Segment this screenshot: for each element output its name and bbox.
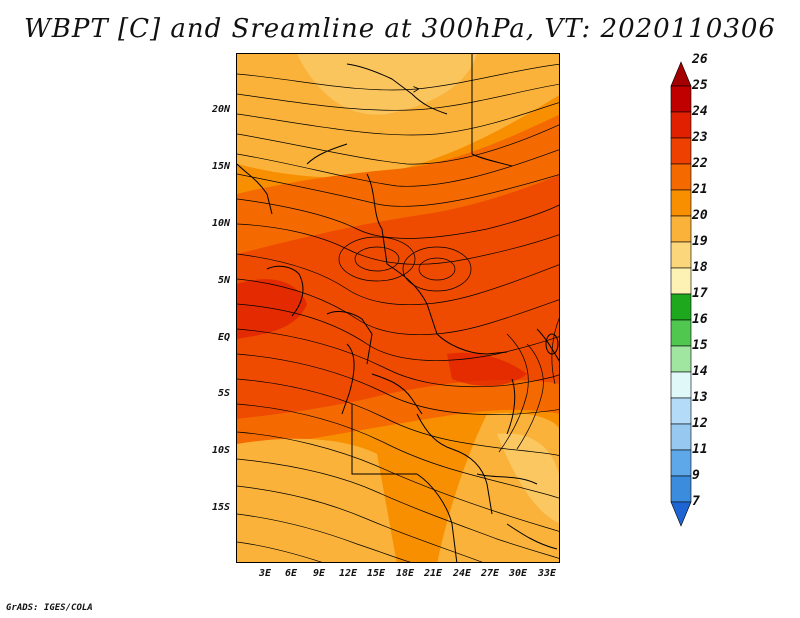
chart-title: WBPT [C] and Sreamline at 300hPa, VT: 20… [24, 14, 776, 44]
colorbar-label: 24 [692, 104, 708, 119]
lat-label: EQ [217, 332, 230, 343]
field-pale-patch [297, 54, 477, 115]
country-borders [237, 54, 559, 562]
colorbar-cell [670, 241, 692, 269]
colorbar-label: 14 [692, 364, 708, 379]
colorbar-label: 21 [692, 182, 708, 197]
colorbar-label: 22 [692, 156, 708, 171]
colorbar-label: 19 [692, 234, 708, 249]
colorbar-cell [670, 137, 692, 165]
colorbar-top-arrow [670, 61, 692, 87]
colorbar [670, 61, 692, 527]
lon-label: 24E [452, 568, 472, 579]
colorbar-label: 13 [692, 390, 708, 405]
colorbar-cell [670, 345, 692, 373]
field-south-west [237, 438, 397, 562]
lon-label: 15E [366, 568, 386, 579]
colorbar-label: 16 [692, 312, 708, 327]
lat-label: 15N [211, 161, 230, 172]
lon-label: 6E [284, 568, 298, 579]
colorbar-cell [670, 163, 692, 191]
map-panel [236, 53, 560, 563]
colorbar-label: 23 [692, 130, 708, 145]
colorbar-cell [670, 449, 692, 477]
lon-label: 12E [338, 568, 358, 579]
lon-label: 30E [508, 568, 528, 579]
colorbar-label: 26 [692, 52, 708, 67]
lon-label: 27E [480, 568, 500, 579]
colorbar-cell [670, 293, 692, 321]
colorbar-cell [670, 423, 692, 451]
colorbar-label: 20 [692, 208, 708, 223]
colorbar-label: 15 [692, 338, 708, 353]
colorbar-cell [670, 215, 692, 243]
colorbar-label: 7 [692, 494, 700, 509]
colorbar-label: 18 [692, 260, 708, 275]
colorbar-cell [670, 371, 692, 399]
lat-label: 5N [217, 275, 230, 286]
lon-label: 9E [312, 568, 326, 579]
colorbar-label: 9 [692, 468, 700, 483]
colorbar-cell [670, 85, 692, 113]
colorbar-cell [670, 189, 692, 217]
lat-label: 10S [211, 445, 230, 456]
colorbar-label: 11 [692, 442, 708, 457]
colorbar-cell [670, 111, 692, 139]
colorbar-cell [670, 267, 692, 295]
field-hotspot-west [237, 279, 307, 339]
colorbar-cell [670, 475, 692, 503]
colorbar-label: 25 [692, 78, 708, 93]
lon-label: 3E [258, 568, 272, 579]
lat-label: 20N [211, 104, 230, 115]
colorbar-cell [670, 319, 692, 347]
lon-label: 33E [537, 568, 557, 579]
lon-label: 21E [423, 568, 443, 579]
lat-label: 10N [211, 218, 230, 229]
field-hotspot-east [447, 352, 527, 386]
lat-label: 5S [217, 388, 230, 399]
footer-credit: GrADS: IGES/COLA [6, 603, 93, 613]
colorbar-bottom-arrow [670, 501, 692, 527]
streamlines [237, 63, 559, 562]
lon-label: 18E [395, 568, 415, 579]
lat-label: 15S [211, 502, 230, 513]
map-svg [237, 54, 559, 562]
colorbar-cell [670, 397, 692, 425]
colorbar-label: 12 [692, 416, 708, 431]
field-pale-southeast [497, 433, 559, 524]
colorbar-label: 17 [692, 286, 708, 301]
